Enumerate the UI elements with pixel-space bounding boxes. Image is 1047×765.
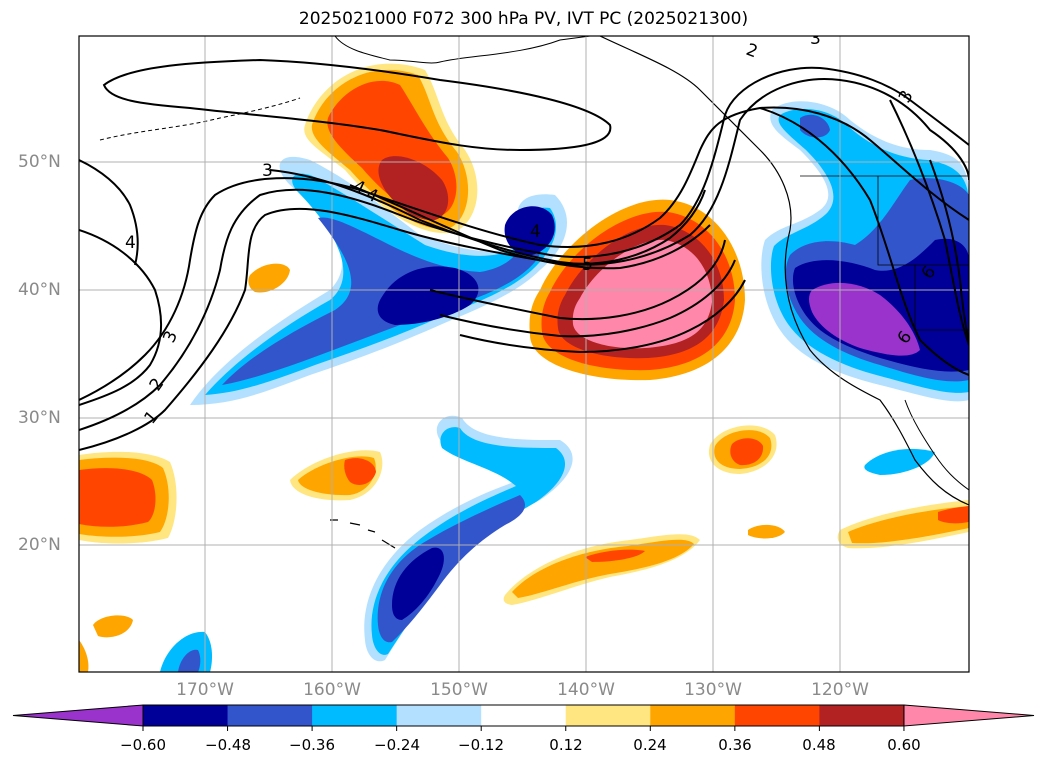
contour-3 <box>79 106 969 401</box>
colorbar-tick-label: 0.36 <box>718 736 752 754</box>
field-positive-southern-band-core <box>512 539 694 598</box>
colorbar-tick-label: 0.12 <box>549 736 583 754</box>
hawaii-islands <box>330 519 396 549</box>
field-positive-southern-band-red <box>585 549 645 562</box>
field-positive-hawaii-north-core <box>344 458 376 485</box>
lat-label-40n: 40°N <box>18 280 61 300</box>
pv-contours <box>79 58 969 451</box>
field-negative-far-south-core <box>178 649 201 672</box>
lon-label-170w: 170°W <box>176 680 234 700</box>
contour-label-5: 3 <box>262 161 273 181</box>
colorbar-tick-label: −0.60 <box>120 736 166 754</box>
field-negative-pocket <box>504 206 555 256</box>
field-negative-baja <box>864 448 935 475</box>
colorbar-segment <box>481 705 567 726</box>
contour-inner-c <box>429 239 726 321</box>
colorbar-segment <box>734 705 820 726</box>
field-positive-tiny-mid <box>748 524 785 539</box>
lon-label-130w: 130°W <box>684 680 742 700</box>
lon-label-160w: 160°W <box>303 680 361 700</box>
contour-5 <box>79 159 139 266</box>
colorbar-segment <box>143 705 229 726</box>
field-positive-central-max <box>572 239 712 349</box>
colorbar-tick-label: 0.48 <box>802 736 836 754</box>
map-title: 2025021000 F072 300 hPa PV, IVT PC (2025… <box>298 9 749 29</box>
field-negative-south-navy <box>392 547 444 620</box>
colorbar-tick-label: 0.24 <box>633 736 667 754</box>
colorbar-extend-max <box>903 704 1035 727</box>
colorbar-extend-min <box>12 704 144 727</box>
contour-label-4: 4 <box>125 233 136 253</box>
contour-inner-b <box>349 184 711 270</box>
contour-inner-a <box>269 169 706 265</box>
colorbar-segment <box>312 705 398 726</box>
colorbar-segment <box>650 705 736 726</box>
colorbar-outline <box>142 704 905 727</box>
field-positive-east-blob-core <box>730 438 764 466</box>
contour-label-9: 4 <box>530 222 541 242</box>
field-positive-west-subtropic-core <box>79 468 156 527</box>
colorbar-segment <box>227 705 313 726</box>
contour-east-b <box>889 99 969 346</box>
colorbar-tick-label: 0.60 <box>887 736 921 754</box>
field-positive-gulf-alaska-max <box>378 156 449 221</box>
field-positive-tiny-sw <box>93 615 133 638</box>
contour-east-a <box>759 107 969 376</box>
lon-label-150w: 150°W <box>430 680 488 700</box>
contour-4 <box>79 229 162 406</box>
lon-label-140w: 140°W <box>557 680 615 700</box>
colorbar-segment <box>396 705 482 726</box>
lat-label-50n: 50°N <box>18 152 61 172</box>
contour-label-11: 3 <box>810 29 821 49</box>
field-positive-southeast-band-red <box>938 506 969 524</box>
lat-label-30n: 30°N <box>18 408 61 428</box>
contour-inner-d <box>439 259 736 338</box>
contour-closed-north <box>102 58 612 152</box>
map-frame <box>78 35 970 673</box>
colorbar-segment <box>819 705 905 726</box>
field-positive-small-west <box>248 263 290 293</box>
colorbar-tick-label: −0.36 <box>289 736 335 754</box>
contour-east-c <box>929 159 969 341</box>
contour-2 <box>79 66 969 431</box>
coastline-aleutians <box>99 97 301 141</box>
field-negative-westcoast-purple <box>809 282 920 356</box>
colorbar-tick-label: −0.12 <box>458 736 504 754</box>
colorbar-tick-label: −0.48 <box>205 736 251 754</box>
contour-label-8: 5 <box>582 255 593 275</box>
lon-label-120w: 120°W <box>811 680 869 700</box>
colorbar-segment <box>565 705 651 726</box>
colorbar-tick-label: −0.24 <box>374 736 420 754</box>
contour-inner-e <box>459 279 746 354</box>
lat-label-20n: 20°N <box>18 535 61 555</box>
field-positive-corner-sw <box>79 640 89 672</box>
shaded-fields: 1 2 3 4 3 4 4 5 4 2 3 3 6 6 <box>79 29 969 672</box>
coastline-north-america <box>599 36 969 506</box>
gridlines <box>79 36 969 672</box>
field-negative-arc-navy <box>377 266 479 325</box>
coastline-baja <box>904 399 969 491</box>
colorbar <box>12 704 1035 731</box>
coastline-alaska <box>334 36 591 64</box>
